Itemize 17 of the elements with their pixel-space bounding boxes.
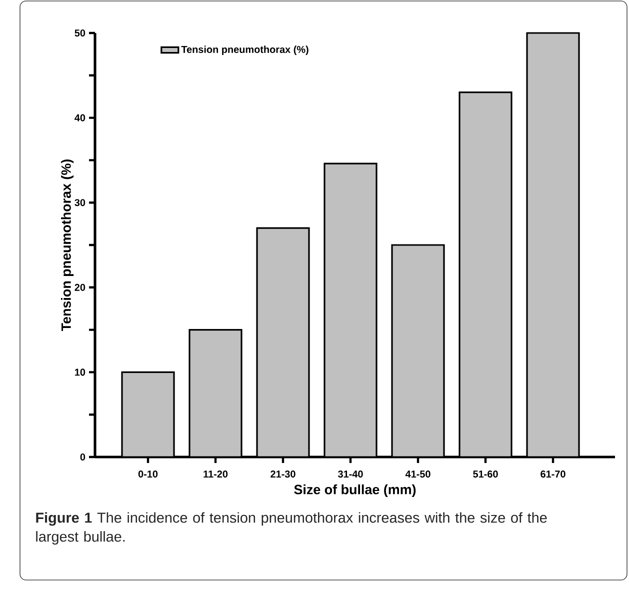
y-axis-title: Tension pneumothorax (%) — [61, 159, 74, 332]
text: Figure 1 The incidence of tension pneumothorax increases with the size of the largest bullae. — [36, 512, 547, 545]
y-tick-label: 30 — [74, 199, 86, 206]
y-tick-label: 50 — [74, 29, 86, 37]
x-tick-label: 51-60 — [473, 470, 498, 478]
y-tick-label: 10 — [75, 368, 86, 376]
x-tick-label: 31-40 — [338, 470, 363, 478]
y-tick-label: 0 — [80, 453, 86, 461]
x-tick-label: 41-50 — [405, 470, 430, 478]
x-tick-label: 21-30 — [270, 470, 296, 478]
x-axis-title: Size of bullae (mm) — [294, 484, 416, 497]
y-tick-label: 40 — [74, 114, 86, 122]
y-tick-label: 20 — [74, 284, 86, 291]
legend-label: Tension pneumothorax (%) — [181, 46, 308, 55]
x-tick-label: 0-10 — [138, 470, 158, 478]
x-tick-label: 61-70 — [540, 470, 566, 478]
x-tick-label: 11-20 — [204, 470, 228, 478]
